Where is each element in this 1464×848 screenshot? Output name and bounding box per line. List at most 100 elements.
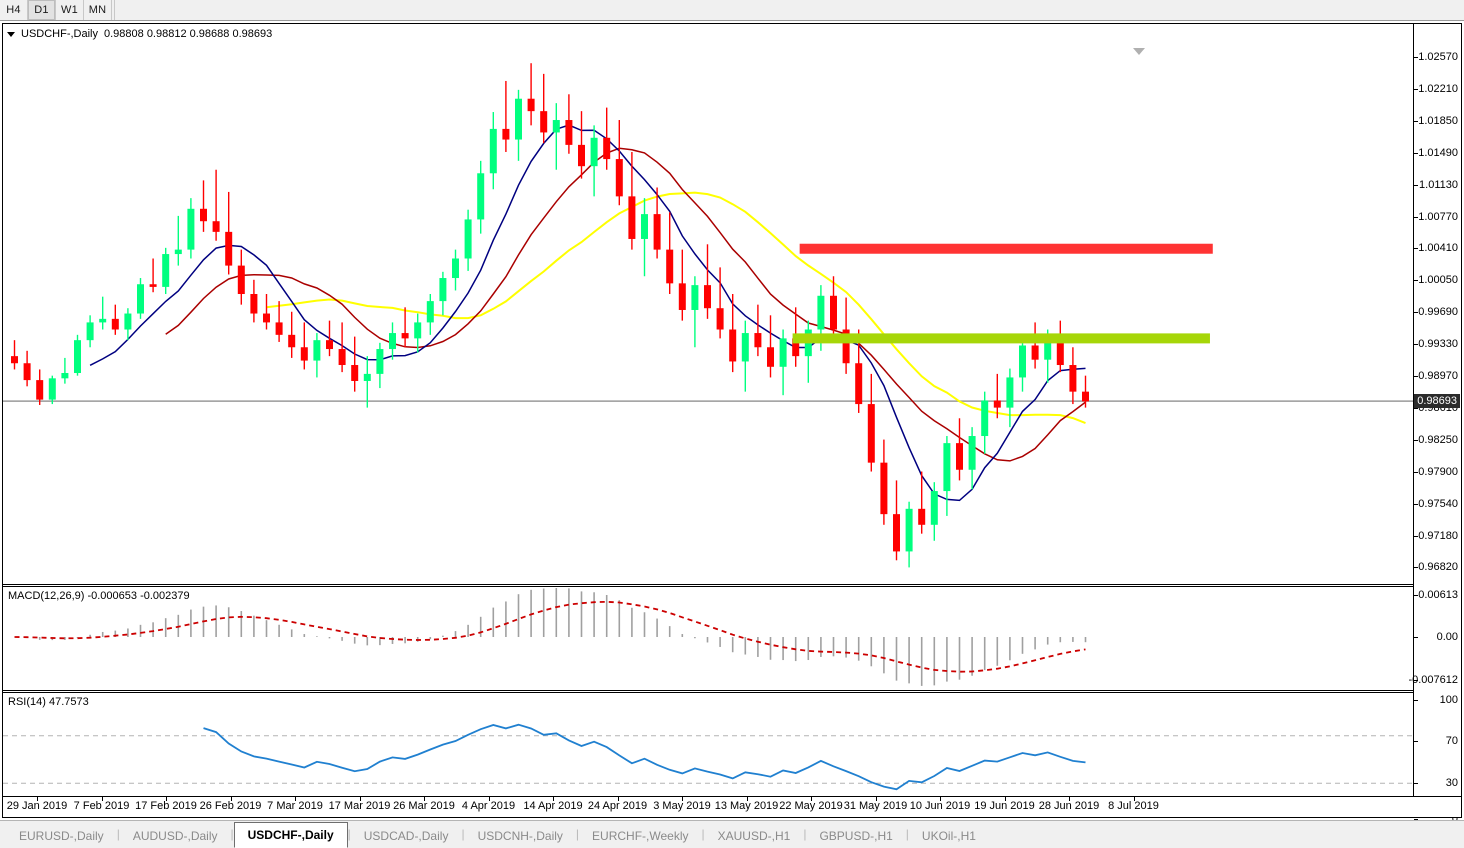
timeframe-toolbar: H4 D1 W1 MN [0, 0, 1464, 21]
price-scale-label: 1.01850 [1418, 114, 1458, 127]
tab-separator: | [461, 826, 465, 841]
symbol-tab-xauusd[interactable]: XAUUSD-,H1 [717, 829, 791, 843]
date-axis-label: 22 May 2019 [779, 800, 843, 812]
date-axis-tick [553, 797, 554, 801]
price-scale-tick [1414, 152, 1418, 154]
date-axis-tick [230, 797, 232, 801]
price-scale-tick [1414, 216, 1418, 218]
macd-canvas [14, 588, 1087, 686]
rsi-scale-label: 0 [1451, 813, 1458, 825]
macd-pane[interactable]: MACD(12,26,9) -0.000653 -0.002379 [3, 588, 1413, 690]
price-scale-label: 0.98970 [1418, 370, 1458, 382]
tab-separator: | [575, 826, 580, 841]
symbol-tab-eurchf[interactable]: EURCHF-,Weekly [592, 829, 689, 843]
price-scale-tick [1414, 376, 1418, 377]
price-scale-label: 0.97540 [1418, 497, 1458, 510]
date-axis-tick [617, 797, 619, 801]
tab-separator: | [116, 826, 120, 841]
price-scale-label: 1.00770 [1418, 210, 1458, 223]
date-axis-tick [746, 797, 748, 801]
price-scale-label: 1.02570 [1418, 51, 1458, 63]
date-axis-tick [166, 797, 167, 801]
date-axis-label: 4 Apr 2019 [461, 800, 516, 812]
price-scale-tick [1414, 344, 1418, 346]
symbol-tab-audusd[interactable]: AUDUSD-,Daily [132, 829, 218, 843]
date-axis-tick [811, 797, 812, 801]
date-axis-label: 26 Feb 2019 [199, 800, 262, 812]
macd-scale-tick [1414, 637, 1418, 638]
date-axis-tick [1069, 797, 1070, 801]
price-scale-label: 0.99330 [1418, 338, 1458, 351]
rsi-scale-tick [1414, 700, 1418, 701]
date-axis-tick [488, 797, 490, 801]
date-axis-label: 26 Mar 2019 [393, 800, 455, 812]
symbol-tab-ukoil[interactable]: UKOil-,H1 [921, 829, 976, 843]
rsi-title: RSI(14) 47.7573 [8, 696, 89, 708]
symbol-tab-bar[interactable]: EURUSD-,Daily | AUDUSD-,Daily | USDCHF-,Dail… [0, 820, 1464, 848]
date-axis-label: 17 Feb 2019 [135, 800, 197, 812]
date-axis-tick [1004, 797, 1006, 801]
ohlc-values: 0.98808 0.98812 0.98688 0.98693 [104, 28, 273, 40]
price-scale-tick [1414, 184, 1418, 186]
chart-frame: USDCHF-,Daily 0.98808 0.98812 0.98688 0.… [2, 23, 1462, 825]
price-scale-tick [1414, 471, 1418, 473]
symbol-tab-gbpusd[interactable]: GBPUSD-,H1 [819, 829, 893, 843]
price-scale-axis[interactable]: 0.98693 1.02570 1.02210 1.01850 1.01490 1.01… [1408, 24, 1461, 825]
price-scale-label: 1.00050 [1418, 274, 1458, 287]
triangle-down-icon[interactable] [7, 31, 15, 37]
rsi-pane[interactable]: RSI(14) 47.7573 [3, 694, 1413, 798]
price-scale-label: 1.02210 [1418, 82, 1458, 95]
timeframe-w1[interactable]: W1 [56, 0, 84, 20]
date-axis-tick [359, 797, 361, 801]
date-axis[interactable]: 29 Jan 2019 7 Feb 2019 17 Feb 2019 26 Feb 2… [3, 796, 1461, 817]
price-scale-tick [1414, 535, 1418, 537]
rsi-scale-label: 30 [1445, 777, 1458, 789]
date-axis-label: 14 Apr 2019 [523, 800, 583, 812]
date-axis-tick [1133, 797, 1135, 801]
date-axis-label: 7 Mar 2019 [267, 800, 323, 812]
price-scale-tick [1414, 57, 1418, 58]
pane-divider-price-macd-2 [3, 586, 1461, 587]
current-price-tag: 0.98693 [1414, 394, 1460, 409]
date-axis-tick [101, 797, 103, 801]
price-scale-tick [1414, 280, 1418, 282]
macd-scale-tick [1414, 595, 1418, 596]
price-pane[interactable] [3, 24, 1413, 584]
price-scale-label: 1.01130 [1419, 178, 1458, 191]
rsi-scale-tick [1414, 783, 1418, 784]
price-scale-label: 1.00410 [1418, 242, 1458, 255]
pane-divider-price-macd [3, 584, 1461, 585]
symbol-tab-usdcad[interactable]: USDCAD-,Daily [363, 829, 449, 843]
symbol-tab-usdcnh[interactable]: USDCNH-,Daily [477, 829, 563, 843]
timeframe-d1[interactable]: D1 [28, 0, 56, 20]
tab-separator: | [347, 826, 351, 841]
price-scale-tick [1414, 503, 1418, 505]
symbol-tab-eurusd[interactable]: EURUSD-,Daily [19, 829, 104, 843]
pane-divider-macd-rsi-2 [3, 692, 1461, 693]
tab-separator: | [701, 826, 705, 841]
rsi-scale-label: 70 [1445, 735, 1458, 747]
rsi-scale-tick [1414, 741, 1418, 742]
timeframe-h4[interactable]: H4 [0, 0, 28, 20]
price-scale-label: 1.01490 [1418, 146, 1458, 159]
macd-scale-label: 0.00 [1436, 631, 1458, 643]
symbol-tab-usdchf[interactable]: USDCHF-,Daily [233, 822, 348, 848]
tab-separator: | [905, 826, 909, 841]
price-scale-tick [1414, 312, 1418, 314]
date-axis-label: 3 May 2019 [653, 800, 711, 812]
price-scale-tick [1414, 120, 1418, 122]
pane-divider-macd-rsi [3, 690, 1461, 691]
price-scale-label: 0.97180 [1418, 529, 1458, 542]
price-scale-tick [1414, 248, 1418, 250]
price-chart-canvas [3, 63, 1413, 568]
timeframe-mn[interactable]: MN [84, 0, 112, 20]
macd-scale-tick [1414, 680, 1418, 681]
macd-title: MACD(12,26,9) -0.000653 -0.002379 [8, 590, 190, 602]
date-axis-label: 10 Jun 2019 [909, 800, 971, 812]
period-separator-marker-icon [1133, 48, 1145, 55]
price-scale-label: 0.97900 [1418, 465, 1458, 478]
symbol-header: USDCHF-,Daily 0.98808 0.98812 0.98688 0.… [7, 28, 272, 40]
symbol-name: USDCHF-,Daily [21, 28, 98, 40]
date-axis-label: 19 Jun 2019 [974, 800, 1035, 812]
